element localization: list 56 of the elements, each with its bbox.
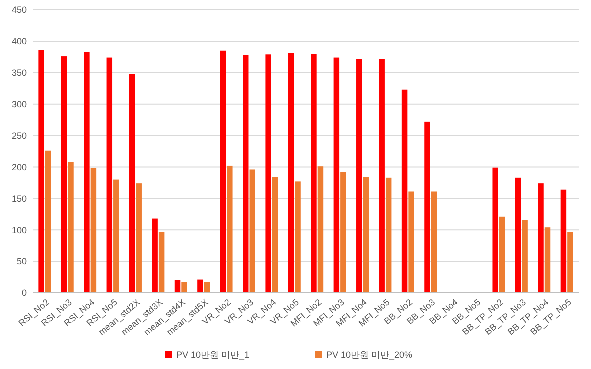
bar xyxy=(568,232,574,293)
bar xyxy=(158,232,165,293)
bar xyxy=(204,282,210,293)
bar xyxy=(334,58,340,293)
y-tick-label: 350 xyxy=(12,68,27,78)
bar xyxy=(431,192,438,293)
bar xyxy=(424,122,430,293)
bar xyxy=(356,59,362,293)
y-tick-label: 0 xyxy=(22,288,27,298)
legend-label: PV 10만원 미만_20% xyxy=(326,350,413,360)
bar xyxy=(129,74,136,293)
bar xyxy=(114,180,120,293)
bar xyxy=(515,178,522,293)
bar xyxy=(340,172,346,293)
legend-label: PV 10만원 미만_1 xyxy=(176,350,250,360)
bar xyxy=(492,168,498,293)
bar xyxy=(84,52,90,293)
bar xyxy=(402,90,408,293)
bar xyxy=(90,168,97,293)
bar xyxy=(499,216,506,293)
y-tick-label: 200 xyxy=(12,162,27,172)
bar xyxy=(288,53,294,293)
bar xyxy=(45,150,52,293)
bar xyxy=(408,192,414,293)
bar xyxy=(136,184,142,293)
bar xyxy=(318,166,324,293)
bar xyxy=(386,178,392,293)
bar xyxy=(272,177,278,293)
y-tick-label: 100 xyxy=(12,225,27,236)
bar xyxy=(68,162,74,293)
bar xyxy=(182,282,188,293)
bar xyxy=(311,54,317,293)
y-tick-label: 450 xyxy=(12,5,27,16)
bar xyxy=(174,280,181,293)
bar xyxy=(250,170,256,293)
bar xyxy=(522,220,528,293)
bar xyxy=(266,54,272,293)
bar xyxy=(61,56,68,293)
bar xyxy=(198,280,204,293)
bar xyxy=(544,228,551,293)
y-tick-label: 250 xyxy=(12,130,27,141)
bar xyxy=(560,190,567,293)
y-tick-label: 50 xyxy=(16,256,27,267)
bar xyxy=(363,177,369,293)
bar xyxy=(243,55,249,293)
y-tick-label: 300 xyxy=(12,99,27,110)
y-tick-label: 400 xyxy=(12,36,27,47)
bar xyxy=(152,218,158,293)
y-tick-label: 150 xyxy=(12,194,27,204)
bar xyxy=(220,50,226,293)
bar xyxy=(379,59,385,293)
bar xyxy=(106,58,113,293)
bar xyxy=(538,184,544,293)
bar xyxy=(227,166,233,293)
bar xyxy=(38,50,44,293)
bar xyxy=(295,182,301,293)
